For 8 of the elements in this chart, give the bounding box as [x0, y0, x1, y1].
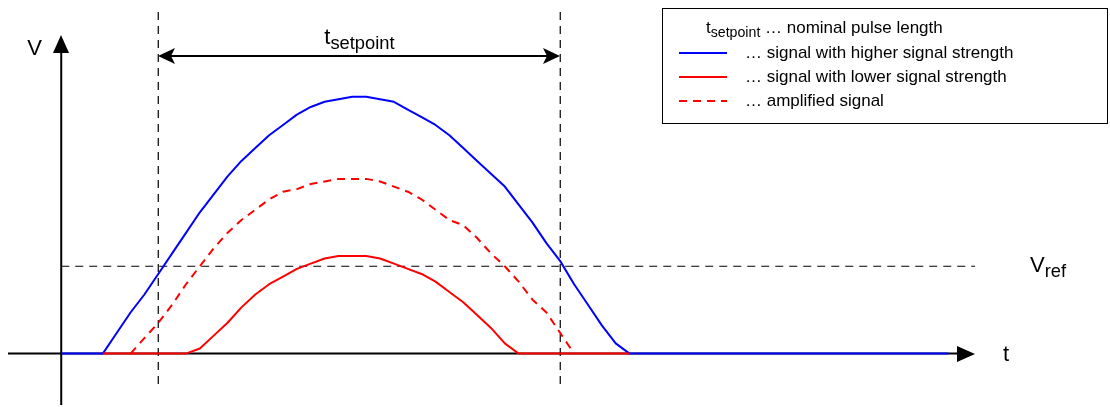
legend-label: … signal with lower signal strength	[745, 67, 1007, 87]
text: t$_{setpoint}$ … nominal pulse length	[706, 17, 943, 41]
y-axis-title: V	[27, 35, 42, 60]
text: t$_{setpoint}$	[324, 24, 395, 54]
legend-label: … amplified signal	[745, 91, 884, 111]
ref-line-label: V$_{ref}$	[1030, 252, 1067, 282]
legend-label: … signal with higher signal strength	[745, 43, 1014, 63]
x-axis-title: t	[1003, 340, 1010, 366]
